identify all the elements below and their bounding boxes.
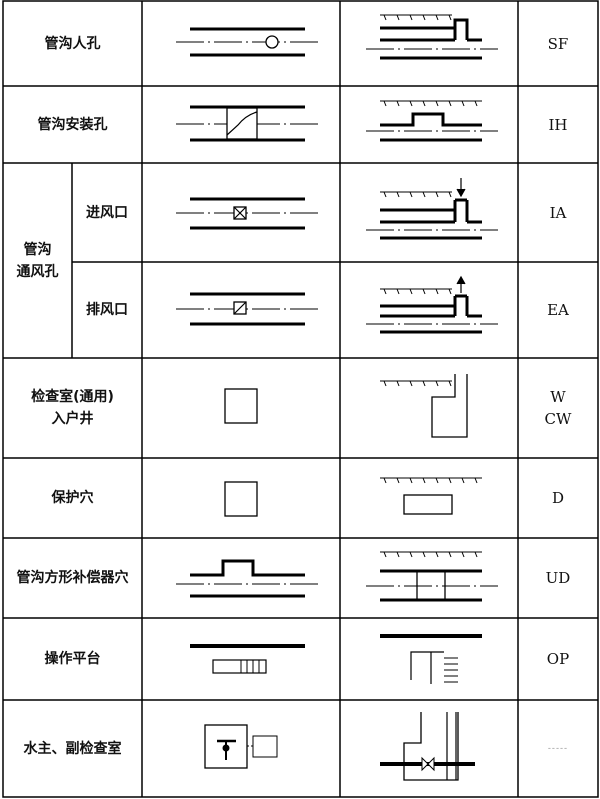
row-6-section-symbol bbox=[403, 494, 453, 515]
row-8-section-symbol bbox=[380, 634, 482, 684]
row-4-plan-symbol bbox=[176, 292, 320, 326]
row-3-plan-symbol bbox=[176, 197, 320, 230]
row-8-code: OP bbox=[546, 650, 570, 668]
row-9-name: 水主、副检查室 bbox=[23, 740, 122, 757]
row-5-code-line-1: W bbox=[550, 388, 566, 406]
row-5-name-line-1: 检查室(通用) bbox=[31, 389, 114, 405]
group-label-line-1: 管沟 bbox=[23, 241, 52, 258]
row-5-code: W CW bbox=[518, 358, 598, 458]
row-2-plan-symbol bbox=[176, 105, 320, 142]
row-5-name: 检查室(通用) 入户井 bbox=[3, 358, 142, 458]
row-8-plan-symbol bbox=[190, 644, 305, 674]
row-4-code: EA bbox=[547, 301, 569, 319]
row-6-code: D bbox=[551, 489, 565, 507]
row-4-section-symbol bbox=[366, 275, 498, 334]
row-6-plan-symbol bbox=[224, 481, 258, 517]
row-1-plan-symbol bbox=[176, 27, 320, 57]
row-5-plan-symbol bbox=[224, 388, 258, 424]
ground-hatch bbox=[380, 288, 452, 295]
row-3-name: 进风口 bbox=[86, 204, 128, 221]
row-7-plan-symbol bbox=[176, 559, 320, 598]
row-2-code: IH bbox=[548, 115, 568, 134]
group-label-line-2: 通风孔 bbox=[16, 263, 59, 280]
row-9-section-symbol bbox=[380, 712, 475, 781]
row-2-name: 管沟安装孔 bbox=[37, 116, 108, 133]
row-7-name: 管沟方形补偿器穴 bbox=[16, 570, 129, 586]
ground-hatch bbox=[380, 100, 482, 107]
row-3-section-symbol bbox=[366, 178, 498, 240]
row-9-plan-symbol bbox=[204, 724, 278, 769]
row-1-name: 管沟人孔 bbox=[44, 35, 101, 52]
row-4-name: 排风口 bbox=[86, 302, 128, 318]
row-2-section-symbol bbox=[366, 112, 498, 142]
ground-hatch bbox=[380, 551, 482, 558]
row-7-code: UD bbox=[545, 569, 571, 587]
row-5-code-line-2: CW bbox=[544, 410, 572, 428]
row-1-section-symbol bbox=[366, 18, 498, 60]
ground-hatch bbox=[380, 380, 452, 387]
row-3-code: IA bbox=[549, 203, 567, 222]
row-5-name-line-2: 入户井 bbox=[51, 411, 94, 427]
ground-hatch bbox=[380, 14, 452, 21]
row-7-section-symbol bbox=[366, 569, 498, 602]
ground-hatch bbox=[380, 477, 482, 484]
row-3-4-group-name: 管沟 通风孔 bbox=[3, 163, 72, 358]
row-6-name: 保护穴 bbox=[51, 490, 94, 506]
row-5-section-symbol bbox=[431, 374, 468, 438]
row-9-code: ----- bbox=[547, 743, 569, 754]
ground-hatch bbox=[380, 191, 452, 198]
row-1-code: SF bbox=[547, 34, 569, 53]
row-8-name: 操作平台 bbox=[44, 651, 101, 667]
